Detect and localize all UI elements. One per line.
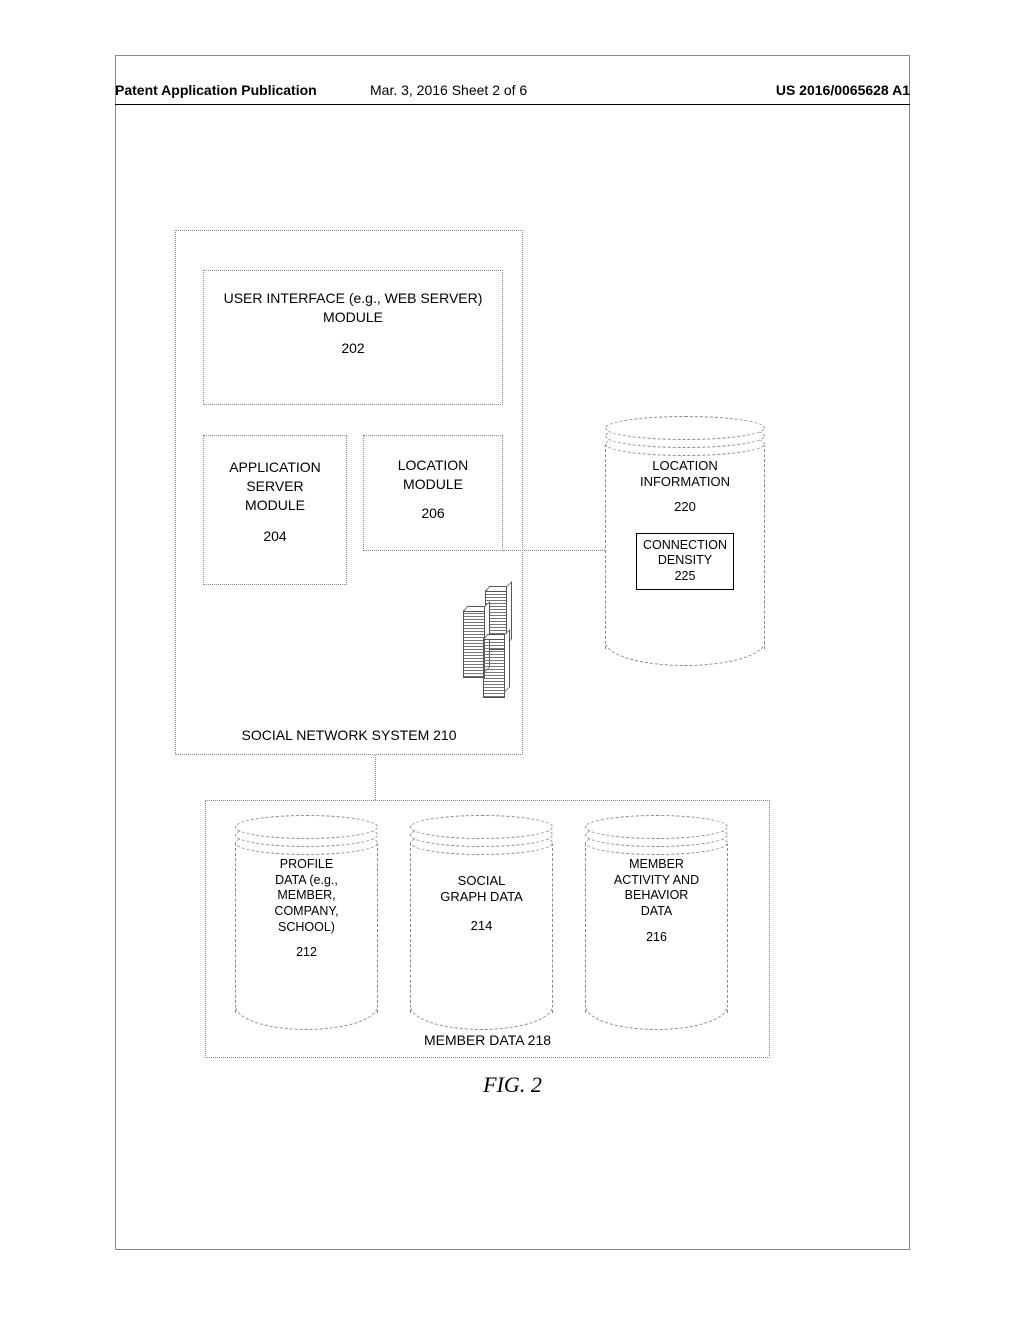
social-network-system-label: SOCIAL NETWORK SYSTEM 210 bbox=[175, 727, 523, 743]
location-db-title: LOCATION INFORMATION bbox=[640, 458, 730, 491]
header-rule bbox=[115, 104, 910, 105]
header-date-sheet: Mar. 3, 2016 Sheet 2 of 6 bbox=[370, 82, 527, 98]
connector-line bbox=[503, 550, 605, 551]
ui-module-title: USER INTERFACE (e.g., WEB SERVER) MODULE bbox=[204, 289, 502, 327]
profile-data-title: PROFILE DATA (e.g., MEMBER, COMPANY, SCH… bbox=[274, 857, 338, 935]
social-graph-ref: 214 bbox=[471, 918, 493, 934]
location-information-db: LOCATION INFORMATION 220 CONNECTION DENS… bbox=[605, 416, 765, 666]
header-number: US 2016/0065628 A1 bbox=[776, 82, 910, 98]
location-module-title: LOCATION MODULE bbox=[364, 456, 502, 494]
location-module-box: LOCATION MODULE 206 bbox=[363, 435, 503, 551]
social-graph-db: SOCIAL GRAPH DATA 214 bbox=[410, 815, 553, 1030]
profile-data-ref: 212 bbox=[296, 945, 317, 961]
member-data-label: MEMBER DATA 218 bbox=[205, 1032, 770, 1048]
app-server-module-title: APPLICATION SERVER MODULE bbox=[204, 458, 346, 515]
connection-density-box: CONNECTION DENSITY 225 bbox=[636, 533, 734, 590]
server-icons bbox=[455, 590, 515, 705]
diagram-canvas: SOCIAL NETWORK SYSTEM 210 USER INTERFACE… bbox=[115, 110, 910, 1250]
page-header: Patent Application Publication Mar. 3, 2… bbox=[115, 82, 910, 102]
social-graph-title: SOCIAL GRAPH DATA bbox=[440, 873, 523, 906]
figure-caption: FIG. 2 bbox=[115, 1072, 910, 1098]
connector-line bbox=[375, 755, 376, 800]
connection-density-title: CONNECTION DENSITY bbox=[643, 538, 727, 569]
ui-module-box: USER INTERFACE (e.g., WEB SERVER) MODULE… bbox=[203, 270, 503, 405]
member-activity-db: MEMBER ACTIVITY AND BEHAVIOR DATA 216 bbox=[585, 815, 728, 1030]
member-activity-ref: 216 bbox=[646, 930, 667, 946]
location-module-ref: 206 bbox=[364, 504, 502, 523]
connection-density-ref: 225 bbox=[643, 569, 727, 585]
server-icon bbox=[483, 638, 505, 698]
profile-data-db: PROFILE DATA (e.g., MEMBER, COMPANY, SCH… bbox=[235, 815, 378, 1030]
ui-module-ref: 202 bbox=[204, 339, 502, 358]
app-server-module-ref: 204 bbox=[204, 527, 346, 546]
header-publication: Patent Application Publication bbox=[115, 82, 317, 98]
member-activity-title: MEMBER ACTIVITY AND BEHAVIOR DATA bbox=[614, 857, 699, 920]
location-db-ref: 220 bbox=[674, 499, 696, 515]
server-icon bbox=[463, 610, 485, 678]
app-server-module-box: APPLICATION SERVER MODULE 204 bbox=[203, 435, 347, 585]
